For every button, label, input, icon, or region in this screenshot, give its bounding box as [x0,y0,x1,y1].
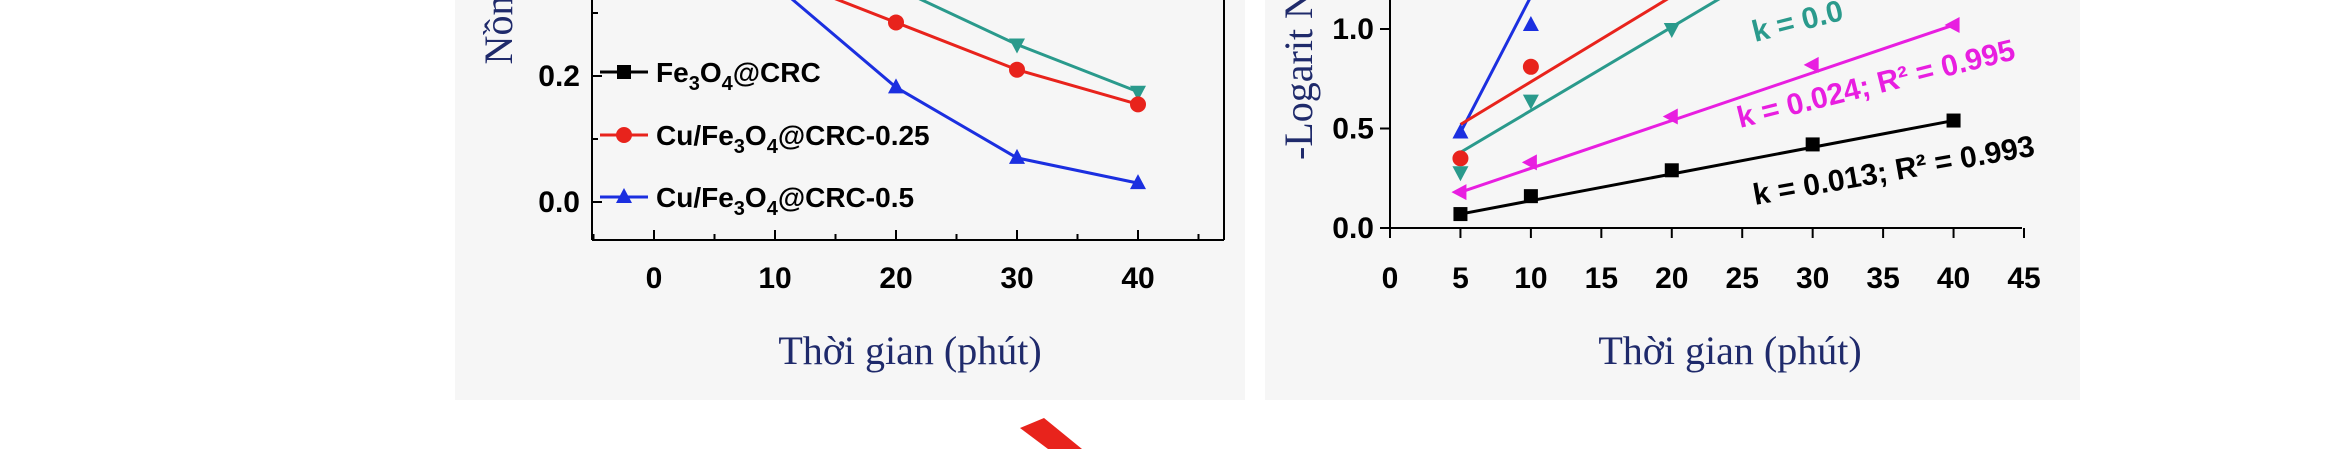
right-data-point [1452,123,1469,139]
right-x-tick-label: 30 [1796,262,1829,295]
left-y-tick-label: 0.2 [538,60,580,93]
right-x-tick-label: 0 [1382,262,1399,295]
left-data-point [1009,148,1025,164]
right-x-tick-label: 20 [1655,262,1688,295]
right-data-point [1452,150,1469,167]
left-chart: 0 10 20 30 40 0.0 0.2 Fe3O4@CRC Cu/Fe3O4@CRC-0… [476,0,1225,373]
fit-line [1459,0,1721,154]
right-x-tick-label: 25 [1726,262,1759,295]
legend-marker [616,188,632,203]
right-data-point [1523,189,1538,204]
right-x-tick-label: 35 [1866,262,1899,295]
right-x-axis-title: Thời gian (phút) [1598,328,1861,373]
right-x-tick-label: 10 [1514,262,1547,295]
left-panel-background [455,0,1245,400]
left-y-tick-label: 0.0 [538,186,580,219]
left-data-point [888,14,904,31]
right-x-tick-label: 5 [1452,262,1469,295]
right-y-axis-title: -Logarit Nồ [1276,0,1321,160]
right-data-point [1522,94,1539,110]
right-data-point [1664,163,1679,178]
legend-marker [617,65,631,79]
right-y-tick-label: 0.5 [1332,113,1374,146]
left-data-point [1130,85,1146,101]
right-data-point [1803,56,1819,73]
right-data-point [1805,137,1820,152]
right-data-point [1946,113,1961,128]
left-data-point [1009,61,1025,78]
right-data-point [1522,16,1539,32]
right-data-point [1451,184,1467,201]
fit-line [1459,23,1955,194]
left-data-point [1130,96,1146,113]
right-data-point [1521,154,1537,171]
legend-entry-label: Fe3O4@CRC [656,57,821,95]
right-data-point [1452,166,1469,182]
left-x-axis-title: Thời gian (phút) [778,328,1041,373]
left-x-tick-label: 30 [1000,262,1033,295]
right-y-tick-label: 0.0 [1332,212,1374,245]
fit-line [1459,0,1531,134]
left-data-point [1130,174,1146,190]
left-x-tick-label: 20 [879,262,912,295]
right-data-point [1944,17,1960,34]
left-series-line [834,0,1139,106]
fit-line [1460,119,1954,216]
left-x-tick-label: 10 [758,262,791,295]
left-x-tick-label: 40 [1121,262,1154,295]
fit-line [1459,0,1669,126]
right-y-tick-label: 1.0 [1332,13,1374,46]
left-data-point [1009,38,1025,54]
red-arrow-shape [1020,418,1082,449]
left-series-line [918,0,1139,94]
legend-marker [616,127,632,143]
left-x-tick-label: 0 [646,262,663,295]
right-data-point [1663,23,1680,38]
right-x-tick-label: 40 [1937,262,1970,295]
left-y-axis-title: Nồn [476,0,521,64]
legend-entry-label: Cu/Fe3O4@CRC-0.5 [656,182,914,220]
right-data-point [1522,58,1539,75]
right-x-tick-label: 45 [2007,262,2040,295]
legend-entry-label: Cu/Fe3O4@CRC-0.25 [656,120,930,158]
right-data-point [1453,207,1468,222]
right-panel-background [1265,0,2080,400]
right-data-point [1662,108,1678,125]
left-data-point [888,78,904,94]
right-x-tick-label: 15 [1585,262,1618,295]
